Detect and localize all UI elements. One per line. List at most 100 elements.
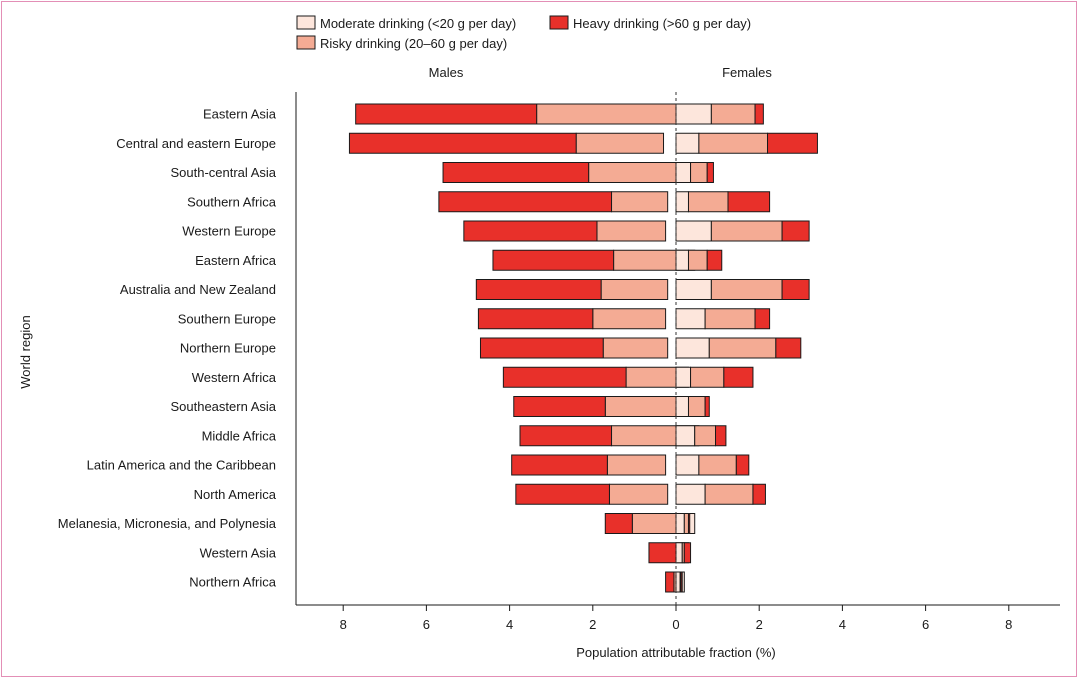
legend-swatch-heavy bbox=[549, 15, 569, 30]
legend-label-heavy: Heavy drinking (>60 g per day) bbox=[573, 16, 751, 31]
bar-female-heavy bbox=[775, 337, 802, 359]
category-label: Southern Africa bbox=[187, 194, 277, 209]
bar-female-moderate bbox=[675, 308, 706, 330]
bar-male-heavy bbox=[348, 132, 577, 154]
legend-swatch-moderate bbox=[296, 15, 316, 30]
bar-male-heavy bbox=[515, 483, 610, 505]
x-tick-label: 6 bbox=[922, 617, 929, 632]
bar-male-heavy bbox=[604, 513, 633, 534]
bar-female-heavy bbox=[781, 279, 810, 300]
bar-male-risky bbox=[596, 220, 667, 242]
category-label: South-central Asia bbox=[170, 165, 276, 180]
category-label: Eastern Asia bbox=[203, 107, 277, 122]
bar-female-moderate bbox=[675, 191, 689, 213]
x-tick-label: 8 bbox=[340, 617, 347, 632]
bar-male-heavy bbox=[463, 220, 598, 242]
bar-male-heavy bbox=[511, 454, 608, 476]
category-label: Eastern Africa bbox=[195, 253, 277, 268]
bar-male-risky bbox=[608, 483, 669, 505]
bar-female-heavy bbox=[727, 191, 771, 213]
bar-male-heavy bbox=[438, 191, 613, 213]
bar-male-risky bbox=[625, 366, 677, 388]
bar-female-moderate bbox=[675, 279, 712, 300]
bar-male-risky bbox=[631, 513, 677, 534]
category-label: North America bbox=[194, 487, 277, 502]
bar-female-heavy bbox=[706, 249, 723, 271]
bar-male-heavy bbox=[492, 249, 615, 271]
y-axis-title: World region bbox=[18, 315, 33, 388]
bar-female-moderate bbox=[675, 483, 706, 505]
bar-male-heavy bbox=[665, 571, 675, 593]
bar-male-heavy bbox=[442, 162, 590, 183]
bar-female-heavy bbox=[754, 308, 771, 330]
bar-female-heavy bbox=[704, 396, 710, 417]
bar-female-moderate bbox=[675, 366, 692, 388]
category-label: Northern Africa bbox=[189, 575, 276, 590]
bar-male-heavy bbox=[479, 337, 604, 359]
bar-female-moderate bbox=[675, 132, 700, 154]
bar-male-risky bbox=[588, 162, 677, 183]
bar-female-risky bbox=[710, 220, 783, 242]
category-label: Southeastern Asia bbox=[170, 399, 276, 414]
bar-female-heavy bbox=[754, 103, 764, 125]
bar-male-risky bbox=[592, 308, 667, 330]
category-label: Middle Africa bbox=[202, 428, 277, 443]
bar-female-risky bbox=[690, 162, 708, 183]
bar-female-risky bbox=[710, 103, 756, 125]
category-label: Central and eastern Europe bbox=[116, 136, 276, 151]
legend-label-moderate: Moderate drinking (<20 g per day) bbox=[320, 16, 516, 31]
category-label: Latin America and the Caribbean bbox=[87, 458, 276, 473]
bar-female-heavy bbox=[767, 132, 818, 154]
bar-female-risky bbox=[704, 483, 754, 505]
bar-male-heavy bbox=[519, 425, 613, 447]
bar-female-risky bbox=[698, 454, 737, 476]
x-tick-label: 4 bbox=[506, 617, 513, 632]
plot-area: 8 6 4 2 0 2 4 6 8 Eastern Asia Central and eastern… bbox=[58, 92, 1060, 632]
bar-male-heavy bbox=[502, 366, 627, 388]
bar-female-risky bbox=[690, 366, 725, 388]
bar-female-risky bbox=[687, 396, 706, 417]
bar-female-risky bbox=[683, 513, 689, 534]
bar-female-heavy bbox=[723, 366, 754, 388]
bar-male-risky bbox=[606, 454, 667, 476]
bar-male-heavy bbox=[648, 542, 677, 564]
bar-female-heavy bbox=[781, 220, 810, 242]
x-tick-label: 4 bbox=[839, 617, 846, 632]
x-tick-label: 0 bbox=[672, 617, 679, 632]
x-tick-label: 8 bbox=[1005, 617, 1012, 632]
category-label: Northern Europe bbox=[180, 341, 276, 356]
bar-female-moderate bbox=[675, 542, 683, 564]
category-label: Western Europe bbox=[182, 224, 276, 239]
side-label-males: Males bbox=[429, 65, 464, 80]
legend-swatch-risky bbox=[296, 35, 316, 50]
bar-male-risky bbox=[602, 337, 669, 359]
bar-female-moderate bbox=[675, 249, 689, 271]
x-tick-label: 2 bbox=[756, 617, 763, 632]
side-label-females: Females bbox=[722, 65, 772, 80]
bar-male-risky bbox=[613, 249, 677, 271]
bar-female-moderate bbox=[675, 571, 681, 593]
bar-male-heavy bbox=[355, 103, 538, 125]
bar-female-risky bbox=[687, 191, 729, 213]
bar-male-risky bbox=[604, 396, 677, 417]
bar-male-risky bbox=[575, 132, 665, 154]
bar-female-heavy bbox=[687, 513, 691, 534]
bar-female-moderate bbox=[675, 454, 700, 476]
bar-female-heavy bbox=[735, 454, 750, 476]
bar-male-heavy bbox=[475, 279, 602, 300]
bar-female-moderate bbox=[675, 396, 689, 417]
legend-label-risky: Risky drinking (20–60 g per day) bbox=[320, 36, 507, 51]
bar-female-risky bbox=[687, 249, 708, 271]
bar-male-risky bbox=[611, 425, 677, 447]
bar-male-heavy bbox=[477, 308, 594, 330]
bar-female-risky bbox=[698, 132, 769, 154]
bar-female-heavy bbox=[683, 542, 692, 564]
bar-male-risky bbox=[600, 279, 669, 300]
bar-male-heavy bbox=[513, 396, 606, 417]
bar-female-risky bbox=[710, 279, 783, 300]
bar-female-moderate bbox=[675, 162, 692, 183]
bar-female-moderate bbox=[675, 425, 696, 447]
bar-female-risky bbox=[694, 425, 717, 447]
bar-female-risky bbox=[704, 308, 756, 330]
